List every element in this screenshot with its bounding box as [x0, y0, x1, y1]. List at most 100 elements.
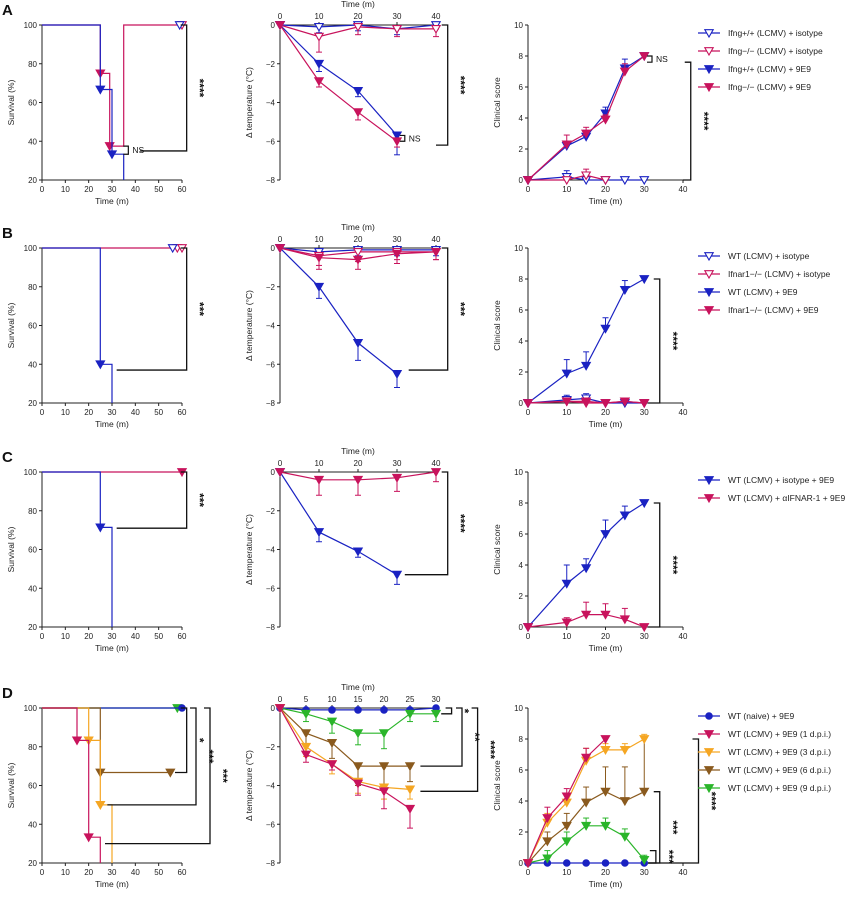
- significance-stars: ****: [666, 332, 680, 351]
- significance-annotation: ****: [648, 502, 680, 628]
- legend-marker: [703, 65, 715, 75]
- x-axis-label: Time (m): [341, 682, 375, 692]
- y-tick-label: 40: [28, 137, 37, 146]
- x-tick-label: 10: [315, 459, 324, 468]
- data-point: [326, 760, 338, 770]
- data-point: [352, 779, 364, 789]
- series-line: [279, 707, 411, 810]
- y-tick-label: 10: [514, 468, 523, 477]
- x-tick-label: 15: [354, 695, 363, 704]
- significance-annotation: ***: [105, 707, 230, 845]
- data-point: [391, 137, 403, 147]
- y-tick-label: 2: [519, 592, 524, 601]
- data-point: [167, 244, 178, 254]
- x-tick-label: 20: [84, 408, 93, 417]
- y-tick-label: −8: [266, 176, 276, 185]
- y-tick-label: 10: [514, 21, 523, 30]
- legend: WT (LCMV) + isotype Ifnar1−/− (LCMV) + is…: [698, 251, 831, 316]
- x-tick-label: 40: [432, 235, 441, 244]
- ns-bracket: [647, 55, 653, 63]
- significance-annotation: ****: [420, 707, 498, 792]
- data-point: [352, 86, 364, 96]
- chart-d-2: −8 −6 −4 −2 00 5 10 15 20 25 30 Time (m) Δ temperatu…: [244, 682, 498, 868]
- data-point: [352, 475, 364, 485]
- data-point: [619, 797, 631, 807]
- legend-entry: Ifng−/− (LCMV) + 9E9: [728, 82, 811, 92]
- data-point: [313, 77, 325, 87]
- x-axis-label: Time (m): [341, 222, 375, 232]
- x-tick-label: 0: [40, 408, 45, 417]
- data-point: [619, 745, 631, 755]
- x-tick-label: 10: [61, 185, 70, 194]
- significance-annotation: *: [441, 707, 472, 715]
- legend-marker: [703, 748, 715, 758]
- y-tick-label: 6: [519, 766, 524, 775]
- x-tick-label: 0: [278, 235, 283, 244]
- legend: Ifng+/+ (LCMV) + isotype Ifng−/− (LCMV) +…: [698, 28, 823, 93]
- y-tick-label: −6: [266, 820, 276, 829]
- data-point: [430, 24, 442, 34]
- y-tick-label: 100: [24, 468, 38, 477]
- data-point: [582, 859, 590, 867]
- significance-bracket: [648, 791, 661, 864]
- x-tick-label: 10: [315, 235, 324, 244]
- x-tick-label: 10: [61, 408, 70, 417]
- x-tick-label: 10: [562, 185, 571, 194]
- significance-bracket: [648, 849, 657, 864]
- data-point: [391, 249, 403, 259]
- x-tick-label: 20: [380, 695, 389, 704]
- x-tick-label: 30: [640, 632, 649, 641]
- legend-entry: Ifnar1−/− (LCMV) + 9E9: [728, 305, 819, 315]
- data-point: [601, 859, 610, 867]
- x-tick-label: 50: [154, 185, 163, 194]
- legend: WT (LCMV) + isotype + 9E9 WT (LCMV) + αIF…: [698, 475, 845, 504]
- x-tick-label: 0: [40, 185, 45, 194]
- series-3: [522, 736, 650, 869]
- series-line: [527, 278, 645, 404]
- series-4: [522, 397, 650, 409]
- significance-stars: ***: [666, 820, 680, 834]
- significance-stars: ***: [202, 749, 216, 763]
- ns-bracket: [399, 134, 406, 142]
- data-point: [580, 171, 592, 181]
- x-tick-label: 20: [84, 185, 93, 194]
- x-axis-label: Time (m): [341, 446, 375, 456]
- y-tick-label: 80: [28, 743, 37, 752]
- significance-annotation: NS: [123, 145, 144, 155]
- x-tick-label: 10: [61, 868, 70, 877]
- x-axis-label: Time (m): [95, 419, 129, 429]
- data-point: [522, 623, 534, 633]
- data-point: [619, 67, 631, 77]
- chart-d-3: 0 2 4 6 8 10 0 10 20 30 40 Time (m) Clinical score **…: [492, 704, 719, 889]
- x-axis-label: Time (m): [95, 643, 129, 653]
- data-point: [354, 706, 362, 714]
- data-point: [378, 762, 390, 772]
- y-tick-label: 6: [519, 83, 524, 92]
- data-point: [542, 837, 553, 847]
- ns-label: NS: [656, 54, 668, 64]
- data-point: [404, 785, 416, 795]
- data-point: [83, 833, 94, 843]
- data-point: [542, 854, 553, 864]
- y-tick-label: 6: [519, 530, 524, 539]
- data-point: [562, 859, 571, 867]
- data-point: [165, 768, 176, 778]
- y-tick-label: −2: [266, 743, 276, 752]
- data-point: [639, 787, 650, 797]
- y-axis-label: Δ temperature (°C): [244, 750, 254, 821]
- x-tick-label: 20: [84, 632, 93, 641]
- data-point: [430, 247, 442, 257]
- significance-annotation: ***: [107, 707, 216, 806]
- y-tick-label: 4: [519, 114, 524, 123]
- legend-marker: [703, 29, 715, 39]
- data-point: [639, 623, 650, 633]
- data-point: [580, 610, 592, 620]
- significance-annotation: ****: [404, 471, 468, 576]
- significance-bracket: [420, 707, 479, 792]
- data-point: [580, 798, 592, 808]
- x-tick-label: 10: [562, 868, 571, 877]
- legend-entry: Ifng+/+ (LCMV) + isotype: [728, 28, 823, 38]
- series-line: [279, 471, 398, 576]
